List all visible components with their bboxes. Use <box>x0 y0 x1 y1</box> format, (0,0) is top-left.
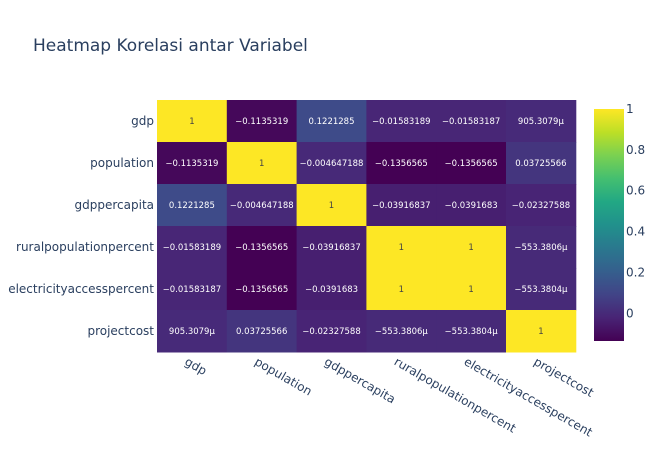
colorbar-tick-label: 0 <box>626 306 634 320</box>
cell-value-label: 1 <box>329 201 334 211</box>
y-tick-label: electricityaccesspercent <box>8 282 154 296</box>
cell-value-label: 1 <box>468 285 473 295</box>
heatmap-cell <box>366 226 437 269</box>
heatmap-cell <box>506 226 577 269</box>
heatmap-cell <box>366 310 437 353</box>
heatmap-cell <box>226 310 298 353</box>
x-tick-label: population <box>252 354 314 398</box>
cell-value-label: −0.004647188 <box>300 159 364 169</box>
cell-value-label: −0.01583189 <box>372 117 431 127</box>
heatmap-cell <box>296 310 367 353</box>
cell-value-label: −0.1356565 <box>235 285 288 295</box>
cell-value-label: 1 <box>399 243 404 253</box>
heatmap-cell <box>296 226 367 269</box>
colorbar-ticks: 0 0.2 0.4 0.6 0.8 1 <box>626 102 645 320</box>
heatmap-cell <box>366 100 437 143</box>
cell-value-label: −0.01583187 <box>163 285 222 295</box>
heatmap-cell <box>436 100 507 143</box>
heatmap-cell <box>157 142 228 185</box>
colorbar-tick-label: 0.4 <box>626 225 645 239</box>
cell-value-label: −0.1356565 <box>445 159 498 169</box>
cell-value-label: −0.03916837 <box>372 201 431 211</box>
x-tick-label: ruralpopulationpercent <box>392 354 519 435</box>
cell-value-label: 1 <box>189 117 194 127</box>
cell-value-label: −0.0391683 <box>445 201 498 211</box>
x-tick-label: projectcost <box>531 354 596 400</box>
cell-value-label: −553.3806μ <box>375 327 429 337</box>
cell-value-label: 1 <box>259 159 264 169</box>
cell-value-label: −553.3804μ <box>445 327 499 337</box>
heatmap-cell <box>506 310 577 353</box>
heatmap-cell <box>157 268 228 311</box>
y-tick-label: ruralpopulationpercent <box>16 240 154 254</box>
colorbar-tick-label: 0.8 <box>626 143 645 157</box>
heatmap-cell <box>226 226 298 269</box>
heatmap-cell <box>436 184 507 227</box>
cell-value-label: 905.3079μ <box>169 327 216 337</box>
heatmap-cell <box>366 184 437 227</box>
heatmap-cell <box>157 310 228 353</box>
chart-title: Heatmap Korelasi antar Variabel <box>33 36 308 56</box>
heatmap-cell <box>506 142 577 185</box>
heatmap-cell <box>226 100 298 143</box>
y-tick-label: population <box>90 156 154 170</box>
heatmap-cell <box>366 268 437 311</box>
y-tick-label: projectcost <box>87 324 154 338</box>
cell-value-label: 1 <box>538 327 543 337</box>
y-tick-label: gdp <box>131 114 154 128</box>
heatmap-cell <box>157 184 228 227</box>
y-axis-ticks: gdp population gdppercapita ruralpopulation… <box>8 114 154 338</box>
colorbar-tick-label: 0.6 <box>626 184 645 198</box>
cell-value-label: 1 <box>468 243 473 253</box>
heatmap-cell <box>157 226 228 269</box>
heatmap-cell <box>436 268 507 311</box>
heatmap-cell <box>157 100 228 143</box>
heatmap-cell <box>226 268 298 311</box>
cell-value-label: −0.02327588 <box>302 327 361 337</box>
cell-value-label: −0.1135319 <box>165 159 218 169</box>
cell-value-label: 0.1221285 <box>169 201 215 211</box>
x-tick-label: gdp <box>182 354 209 378</box>
cell-value-label: −0.1356565 <box>375 159 428 169</box>
cell-value-label: 1 <box>399 285 404 295</box>
heatmap-cell <box>296 268 367 311</box>
cell-value-label: 0.03725566 <box>236 327 287 337</box>
x-axis-ticks: gdp population gdppercapitaruralpopulation… <box>182 354 596 439</box>
heatmap-cell <box>436 310 507 353</box>
y-tick-label: gdppercapita <box>75 198 154 212</box>
cell-value-label: 905.3079μ <box>518 117 565 127</box>
cell-value-label: −0.01583187 <box>442 117 501 127</box>
cell-value-label: −0.02327588 <box>512 201 571 211</box>
cell-value-label: −553.3804μ <box>514 285 568 295</box>
heatmap-cell <box>366 142 437 185</box>
heatmap-cells: 1 −0.1135319 0.1221285 −0.01583189 −0.015831… <box>157 100 577 353</box>
heatmap-cell <box>506 184 577 227</box>
heatmap-cell <box>436 226 507 269</box>
cell-value-label: 0.1221285 <box>309 117 355 127</box>
cell-value-label: −0.1135319 <box>235 117 288 127</box>
heatmap-cell <box>226 142 298 185</box>
x-tick-label: gdppercapita <box>322 354 398 406</box>
colorbar: 0 0.2 0.4 0.6 0.8 1 <box>594 102 645 341</box>
cell-value-label: −553.3806μ <box>514 243 568 253</box>
heatmap-cell <box>296 142 367 185</box>
heatmap-cell <box>436 142 507 185</box>
heatmap-cell <box>226 184 298 227</box>
cell-value-label: −0.1356565 <box>235 243 288 253</box>
heatmap-cell <box>506 100 577 143</box>
cell-value-label: −0.004647188 <box>230 201 294 211</box>
cell-value-label: −0.03916837 <box>302 243 361 253</box>
heatmap-cell <box>296 100 367 143</box>
x-tick-label: electricityaccesspercent <box>462 354 596 439</box>
cell-value-label: −0.01583189 <box>163 243 222 253</box>
colorbar-gradient <box>594 109 624 341</box>
cell-value-label: 0.03725566 <box>515 159 566 169</box>
colorbar-tick-label: 0.2 <box>626 265 645 279</box>
heatmap-cell <box>506 268 577 311</box>
colorbar-tick-label: 1 <box>626 102 634 116</box>
cell-value-label: −0.0391683 <box>305 285 358 295</box>
heatmap-cell <box>296 184 367 227</box>
